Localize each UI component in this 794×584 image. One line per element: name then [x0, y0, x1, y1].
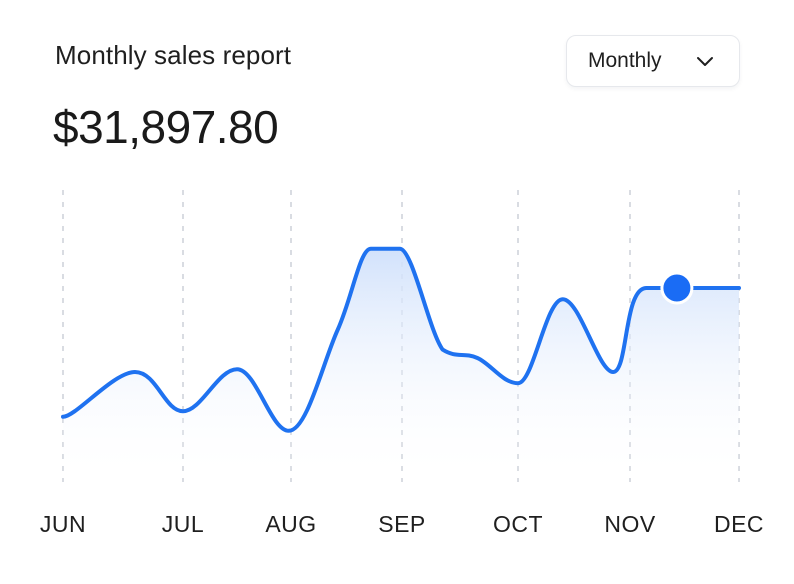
data-point-13 — [644, 286, 648, 290]
data-point-1 — [133, 370, 137, 374]
data-point-11 — [561, 297, 565, 301]
series-line — [61, 246, 741, 433]
chevron-down-icon — [697, 57, 713, 66]
series-area-fill — [63, 248, 739, 482]
data-point-0 — [61, 415, 65, 419]
x-tick-label-dec: DEC — [714, 511, 764, 537]
x-tick-label-jul: JUL — [162, 511, 204, 537]
period-select[interactable]: Monthly — [566, 35, 740, 87]
data-point-2 — [181, 409, 185, 413]
x-tick-label-jun: JUN — [40, 511, 86, 537]
data-point-6 — [369, 247, 373, 251]
data-point-12 — [611, 370, 615, 374]
data-point-4 — [287, 429, 291, 433]
x-tick-label-nov: NOV — [604, 511, 656, 537]
period-select-label: Monthly — [588, 49, 662, 72]
data-point-5 — [336, 328, 340, 332]
x-tick-label-aug: AUG — [265, 511, 316, 537]
data-point-7 — [398, 247, 402, 251]
total-sales-value: $31,897.80 — [53, 101, 279, 153]
data-point-10 — [516, 381, 520, 385]
data-point-8 — [441, 348, 445, 352]
highlight-point-marker[interactable] — [660, 271, 694, 305]
x-axis-labels: JUN JUL AUG SEP OCT NOV DEC — [40, 511, 764, 537]
x-tick-label-sep: SEP — [378, 511, 426, 537]
data-point-3 — [235, 367, 239, 371]
x-tick-label-oct: OCT — [493, 511, 543, 537]
page-title: Monthly sales report — [55, 40, 292, 70]
data-point-14 — [737, 286, 741, 290]
data-point-9 — [475, 356, 479, 360]
